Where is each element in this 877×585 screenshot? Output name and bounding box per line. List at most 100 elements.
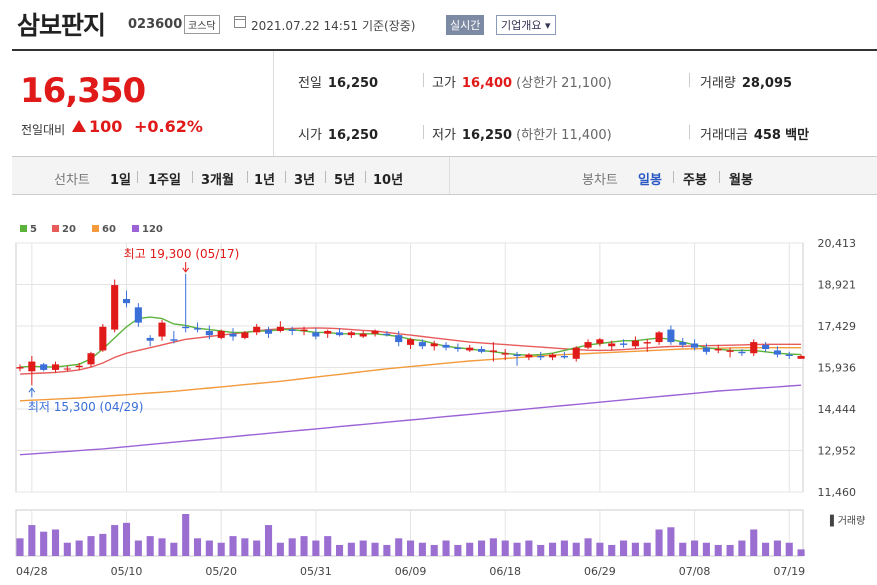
volume-bar: [324, 536, 332, 556]
volume-bar: [513, 542, 521, 556]
candle: [276, 321, 284, 333]
candle: [205, 325, 213, 340]
candle: [122, 290, 131, 308]
volume-bar: [111, 525, 119, 556]
candle-body: [205, 330, 213, 336]
volume-value: 28,095: [741, 76, 793, 91]
tab-1w[interactable]: 1주일: [148, 173, 181, 188]
candle: [477, 346, 486, 354]
tab-3y[interactable]: 3년: [294, 173, 316, 188]
candle: [691, 339, 699, 351]
candle-body: [454, 347, 462, 350]
trade-amount: 거래대금 458 백만: [700, 124, 809, 143]
volume-bar: [87, 536, 95, 556]
candle-body: [406, 339, 415, 345]
divider: [273, 51, 274, 156]
low-value: 16,250: [461, 128, 513, 143]
volume-bar: [16, 538, 24, 556]
candle: [418, 339, 426, 350]
candle-body: [608, 343, 616, 347]
candle: [359, 330, 367, 338]
high-annotation: 최고 19,300 (05/17): [124, 247, 240, 261]
volume-bar: [454, 544, 462, 556]
high-value: 16,400: [461, 76, 513, 91]
volume-bar: [631, 542, 639, 556]
low-price: 저가 16,250 (하한가 11,400): [432, 124, 612, 143]
tab-monthly[interactable]: 월봉: [729, 173, 753, 188]
candle: [241, 330, 249, 340]
company-info-label: 기업개요: [501, 19, 542, 32]
change-percent: +0.62%: [134, 117, 203, 136]
quote-datetime: 2021.07.22 14:51: [251, 19, 359, 33]
y-tick-label: 20,413: [818, 237, 857, 250]
legend-ma20: 20: [52, 224, 76, 235]
candle-body: [122, 298, 131, 304]
candle-body: [16, 367, 24, 369]
divider: [689, 125, 690, 139]
candle: [489, 342, 497, 362]
high-price: 고가 16,400 (상한가 21,100): [432, 72, 612, 91]
candle: [170, 330, 178, 344]
volume-bar: [241, 538, 249, 556]
candle-body: [726, 350, 734, 352]
tab-3m[interactable]: 3개월: [201, 173, 234, 188]
candle: [347, 330, 355, 338]
tab-1d[interactable]: 1일: [110, 173, 132, 188]
volume-bar: [714, 544, 722, 556]
legend-swatch: [20, 225, 27, 232]
candle: [217, 329, 225, 340]
candle-body: [797, 355, 805, 359]
tab-1y[interactable]: 1년: [254, 173, 276, 188]
candle: [525, 353, 533, 361]
divider: [689, 73, 690, 87]
realtime-button[interactable]: 실시간: [446, 15, 485, 35]
candle: [146, 335, 154, 347]
low-label: 저가: [432, 128, 456, 143]
volume-bar: [679, 542, 687, 556]
tab-weekly[interactable]: 주봉: [683, 173, 707, 188]
candle-body: [584, 342, 592, 348]
chart-toolbar: 선차트 1일 1주일 3개월 1년 3년 5년 10년 봉차트 일봉 주봉 월봉: [12, 157, 877, 195]
candle: [762, 342, 770, 352]
candle: [28, 355, 36, 386]
divider: [423, 73, 424, 87]
candle: [560, 351, 568, 359]
volume-bar: [217, 542, 225, 556]
candle: [63, 365, 71, 372]
volume-bar: [134, 540, 142, 556]
divider: [192, 171, 193, 183]
volume-bar: [691, 540, 699, 556]
candle: [738, 349, 746, 356]
candle: [253, 324, 261, 336]
candle: [596, 337, 604, 347]
legend-ma5: 5: [20, 224, 37, 235]
y-tick-label: 11,460: [818, 486, 857, 499]
candle: [158, 319, 166, 341]
candle-body: [702, 347, 710, 352]
company-info-button[interactable]: 기업개요 ▾: [496, 15, 556, 35]
candle: [584, 339, 592, 350]
volume-bar: [182, 514, 190, 556]
tab-5y[interactable]: 5년: [334, 173, 356, 188]
tab-daily[interactable]: 일봉: [638, 173, 662, 188]
y-tick-label: 15,936: [818, 362, 857, 375]
candle: [430, 340, 438, 351]
volume-bar: [537, 544, 545, 556]
stock-header: 삼보판지 023600 코스닥 2021.07.22 14:51 기준(장중) …: [0, 0, 877, 46]
x-tick-label: 06/29: [584, 565, 616, 578]
candle-body: [170, 339, 178, 341]
volume-bar: [335, 544, 344, 556]
volume-bar: [300, 536, 308, 556]
candle-body: [466, 347, 474, 351]
amount-value: 458: [753, 128, 781, 143]
candle: [264, 326, 273, 338]
volume-bar: [549, 542, 557, 556]
tab-10y[interactable]: 10년: [373, 173, 404, 188]
candle: [643, 339, 651, 352]
volume-bar: [63, 542, 71, 556]
candle-body: [63, 368, 71, 370]
candle: [99, 324, 107, 352]
volume-bar: [383, 544, 391, 556]
candle-body: [312, 332, 320, 337]
